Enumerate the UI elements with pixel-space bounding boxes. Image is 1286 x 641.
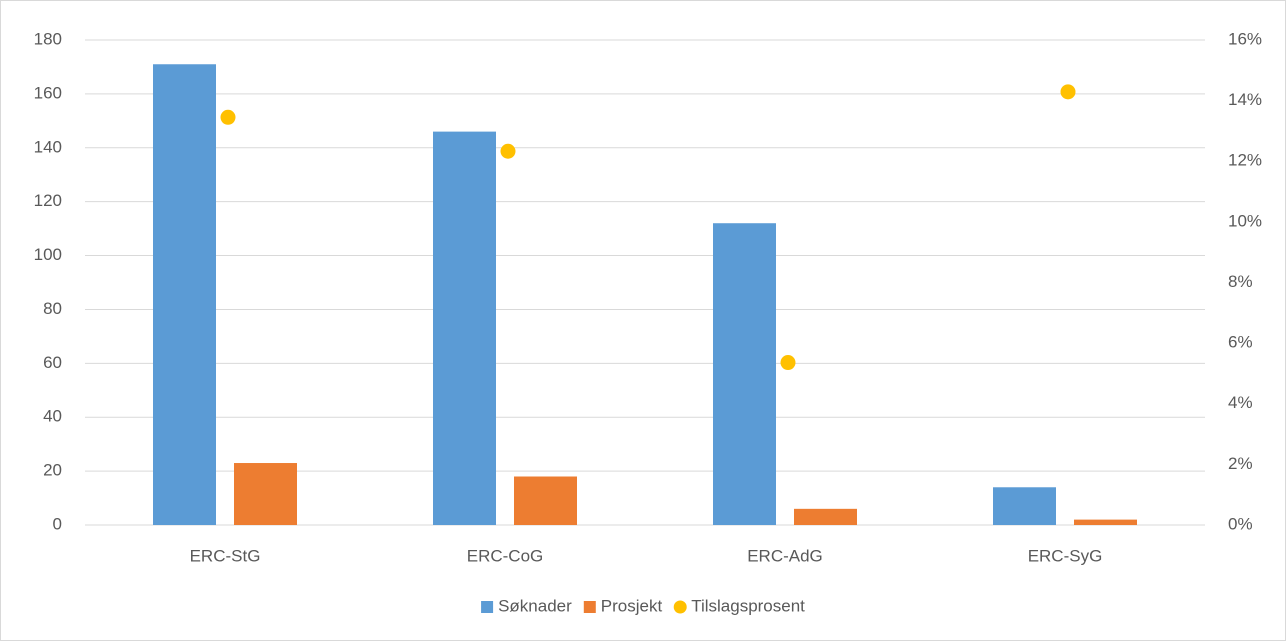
y2-tick-label: 10%	[1228, 211, 1262, 230]
dot	[500, 143, 516, 159]
dot	[780, 355, 796, 371]
y2-tick-label: 4%	[1228, 393, 1253, 412]
dot	[1060, 84, 1076, 100]
y-tick-label: 100	[34, 245, 62, 264]
x-tick-label: ERC-SyG	[1028, 546, 1103, 565]
legend-symbol	[583, 601, 596, 613]
x-tick-label: ERC-AdG	[747, 546, 823, 565]
bar	[713, 223, 776, 525]
bar	[234, 463, 297, 525]
y2-tick-label: 2%	[1228, 454, 1253, 473]
y2-tick-label: 8%	[1228, 272, 1253, 291]
x-tick-label: ERC-CoG	[467, 546, 544, 565]
legend-label: Søknader	[498, 596, 572, 615]
legend-symbol	[481, 601, 494, 613]
y2-tick-label: 12%	[1228, 151, 1262, 170]
y2-tick-label: 16%	[1228, 29, 1262, 48]
y-tick-label: 140	[34, 137, 62, 156]
x-tick-label: ERC-StG	[190, 546, 261, 565]
bar	[993, 487, 1056, 525]
bar	[433, 131, 496, 525]
y-tick-label: 160	[34, 83, 62, 102]
y2-tick-label: 0%	[1228, 514, 1253, 533]
bar	[794, 508, 857, 525]
y-tick-label: 0	[53, 514, 62, 533]
y-tick-label: 20	[43, 461, 62, 480]
bar	[1074, 519, 1137, 525]
legend-label: Tilslagsprosent	[691, 596, 805, 615]
y2-tick-label: 6%	[1228, 333, 1253, 352]
y-tick-label: 80	[43, 299, 62, 318]
dot	[220, 109, 236, 125]
y2-tick-label: 14%	[1228, 90, 1262, 109]
legend-symbol	[673, 600, 687, 614]
y-tick-label: 60	[43, 353, 62, 372]
bar	[153, 64, 216, 525]
y-tick-label: 40	[43, 407, 62, 426]
legend-label: Prosjekt	[601, 596, 663, 615]
y-tick-label: 120	[34, 191, 62, 210]
y-tick-label: 180	[34, 29, 62, 48]
bar	[514, 476, 577, 525]
